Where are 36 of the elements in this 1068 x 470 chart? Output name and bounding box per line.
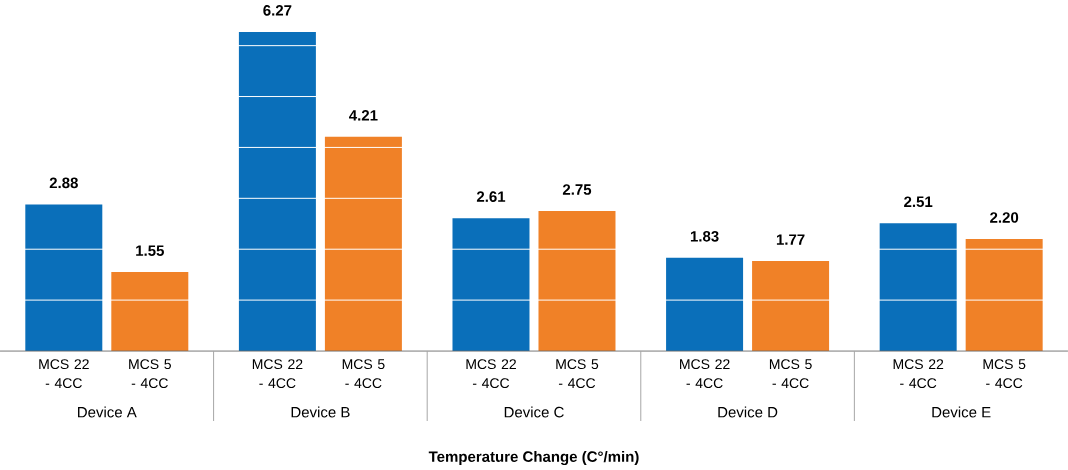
data-label: 1.77 — [776, 234, 805, 245]
x-tick-label: Device D — [718, 406, 778, 418]
data-label: 2.88 — [49, 177, 78, 189]
data-label: 1.55 — [136, 245, 164, 256]
x-tick-label: Device B — [291, 406, 350, 418]
series-label: MCS 5 - 4CC — [129, 359, 171, 389]
text: MCS 22 - 4CC — [680, 359, 730, 389]
text: MCS 5 - 4CC — [983, 359, 1026, 389]
bar — [965, 239, 1043, 351]
bar — [324, 136, 402, 351]
data-label: 2.51 — [904, 196, 933, 208]
bar — [452, 218, 530, 351]
x-tick-label: Device C — [504, 406, 564, 418]
bar — [879, 223, 957, 351]
text: MCS 22 - 4CC — [252, 359, 303, 389]
data-label: 2.61 — [476, 191, 506, 202]
data-label: 4.21 — [349, 110, 378, 121]
data-label: 2.20 — [990, 212, 1019, 223]
bar — [111, 272, 189, 351]
bar — [25, 204, 103, 351]
x-tick-label: Device E — [932, 406, 991, 418]
bar — [666, 257, 744, 351]
bar — [538, 211, 616, 351]
x-tick-label: Device A — [78, 406, 137, 418]
text: MCS 5 - 4CC — [769, 359, 812, 389]
data-label: 6.27 — [263, 5, 292, 16]
text: MCS 22 - 4CC — [893, 359, 944, 389]
bar — [238, 31, 316, 351]
bar — [752, 260, 830, 351]
series-label: MCS 22 - 4CC — [39, 359, 89, 389]
data-label: 1.83 — [690, 231, 719, 242]
x-axis-title: Temperature Change (C°/min) — [428, 450, 639, 466]
text: MCS 5 - 4CC — [556, 359, 599, 389]
text: MCS 5 - 4CC — [342, 359, 385, 389]
data-label: 2.75 — [562, 184, 592, 195]
text: MCS 22 - 4CC — [466, 359, 516, 389]
